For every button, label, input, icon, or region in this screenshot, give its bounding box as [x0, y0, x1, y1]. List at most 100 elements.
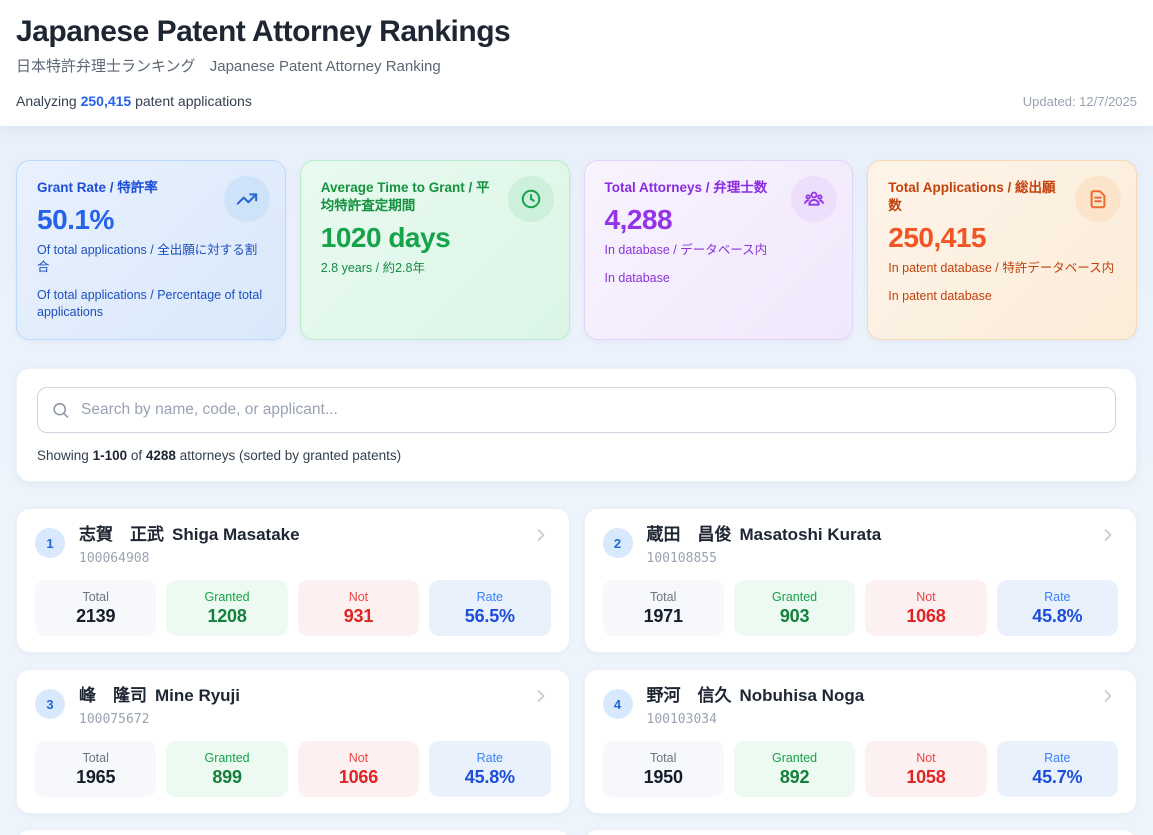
stat-granted-value: 899: [212, 766, 242, 787]
stat-card-value: 250,415: [888, 222, 986, 253]
stat-not-value: 1058: [906, 766, 946, 787]
showing-total: 4288: [145, 448, 176, 463]
stat-rate: Rate 56.5%: [429, 580, 551, 636]
stat-card-footer: In database: [604, 271, 670, 285]
document-icon: [1075, 176, 1121, 222]
analyzing-prefix: Analyzing: [16, 93, 77, 109]
analyzing-suffix: patent applications: [135, 93, 252, 109]
attorney-card-partial: [16, 830, 570, 835]
stat-granted: Granted 1208: [166, 580, 288, 636]
attorney-code: 100103034: [646, 712, 717, 727]
attorney-stats: Total 1965 Granted 899 Not 1066 Rate 45.…: [35, 741, 551, 797]
stat-not-granted: Not 1068: [865, 580, 987, 636]
showing-suffix: attorneys (sorted by granted patents): [179, 448, 402, 463]
stat-card-value: 50.1%: [37, 204, 114, 235]
stat-card-subtext: 2.8 years / 約2.8年: [320, 261, 425, 275]
chevron-right-icon: [1098, 686, 1118, 711]
attorney-card-header: 3 峰 隆司 Mine Ryuji 100075672: [35, 684, 551, 729]
stat-card-grant-rate: Grant Rate / 特許率 50.1% Of total applicat…: [16, 160, 286, 340]
stat-granted: Granted 892: [733, 741, 856, 797]
attorney-card[interactable]: 2 蔵田 昌俊 Masatoshi Kurata 100108855 Total …: [583, 508, 1137, 653]
rank-badge: 1: [35, 528, 65, 558]
stat-card-subtext: In database / データベース内: [604, 243, 768, 257]
next-row-peek: [16, 830, 1137, 835]
stat-rate-value: 45.7%: [1032, 766, 1083, 787]
attorney-stats: Total 1950 Granted 892 Not 1058 Rate 45.…: [602, 741, 1118, 797]
stat-rate-label: Rate: [1044, 589, 1071, 604]
attorney-card-header: 4 野河 信久 Nobuhisa Noga 100103034: [602, 684, 1119, 729]
search-section: Showing 1-100 of 4288 attorneys (sorted …: [16, 368, 1137, 482]
showing-prefix: Showing: [37, 448, 89, 463]
attorney-card[interactable]: 1 志賀 正武 Shiga Masatake 100064908 Total 21…: [16, 508, 570, 653]
attorney-card-header: 1 志賀 正武 Shiga Masatake 100064908: [35, 523, 551, 568]
search-input[interactable]: [37, 387, 1116, 433]
showing-range: 1-100: [92, 448, 128, 463]
stat-card-label: Total Attorneys / 弁理士数: [604, 180, 768, 195]
stat-total-value: 1950: [643, 766, 683, 787]
clock-icon: [507, 176, 554, 222]
stat-granted-label: Granted: [771, 750, 818, 765]
attorney-code: 100064908: [79, 551, 150, 566]
attorney-name-jp: 志賀 正武: [79, 525, 164, 544]
chevron-right-icon: [1098, 525, 1118, 550]
attorney-card-header: 2 蔵田 昌俊 Masatoshi Kurata 100108855: [602, 523, 1119, 568]
stat-total: Total 1965: [35, 741, 157, 797]
subtitle-english: Japanese Patent Attorney Ranking: [209, 58, 441, 75]
stat-card-footer: In patent database: [888, 289, 992, 303]
stat-granted: Granted 899: [166, 741, 288, 797]
stat-not-granted: Not 931: [297, 580, 420, 636]
page-header: Japanese Patent Attorney Rankings 日本特許弁理…: [0, 0, 1153, 126]
analyzing-summary: Analyzing 250,415 patent applications: [16, 91, 252, 111]
attorney-name-jp: 峰 隆司: [79, 686, 147, 705]
stat-granted-label: Granted: [204, 750, 250, 765]
stat-total-label: Total: [82, 750, 109, 765]
attorney-card-partial: [583, 830, 1137, 835]
stat-card-label: Grant Rate / 特許率: [37, 180, 158, 195]
stat-not-granted: Not 1058: [865, 741, 987, 797]
chevron-right-icon: [531, 686, 551, 711]
rank-badge: 4: [602, 689, 633, 719]
stat-card-total-attorneys: Total Attorneys / 弁理士数 4,288 In database…: [583, 160, 854, 340]
page-subtitle: 日本特許弁理士ランキング Japanese Patent Attorney Ra…: [16, 56, 1137, 78]
analyzing-count: 250,415: [80, 93, 132, 109]
rank-badge: 3: [35, 689, 65, 719]
stat-rate-value: 45.8%: [464, 766, 515, 787]
stat-card-value: 1020 days: [320, 222, 451, 253]
stat-total: Total 2139: [35, 580, 157, 636]
stat-total-label: Total: [649, 750, 677, 765]
attorney-card[interactable]: 4 野河 信久 Nobuhisa Noga 100103034 Total 195…: [583, 669, 1137, 814]
stat-total-label: Total: [649, 589, 677, 604]
attorney-stats: Total 1971 Granted 903 Not 1068 Rate 45.…: [602, 580, 1118, 636]
stat-granted: Granted 903: [733, 580, 856, 636]
stat-not-label: Not: [348, 750, 369, 765]
stat-rate: Rate 45.8%: [429, 741, 551, 797]
stat-rate-label: Rate: [476, 589, 504, 604]
stat-card-avg-time: Average Time to Grant / 平均特許査定期間 1020 da…: [299, 160, 570, 340]
stats-row: Grant Rate / 特許率 50.1% Of total applicat…: [16, 160, 1137, 340]
page-title: Japanese Patent Attorney Rankings: [16, 15, 511, 48]
attorney-name-en: Mine Ryuji: [155, 686, 241, 705]
stat-granted-label: Granted: [204, 589, 250, 604]
stat-card-label: Average Time to Grant / 平均特許査定期間: [320, 180, 490, 213]
attorney-card[interactable]: 3 峰 隆司 Mine Ryuji 100075672 Total 1965: [16, 669, 570, 814]
stat-rate: Rate 45.8%: [996, 580, 1118, 636]
stat-card-value: 4,288: [604, 204, 673, 235]
stat-card-subtext: Of total applications / 全出願に対する割合: [37, 243, 258, 274]
stat-total: Total 1950: [602, 741, 724, 797]
attorney-code: 100075672: [79, 712, 150, 727]
stat-not-label: Not: [916, 750, 936, 765]
stat-granted-value: 892: [779, 766, 810, 787]
attorney-stats: Total 2139 Granted 1208 Not 931 Rate 56.…: [35, 580, 551, 636]
search-box: [37, 387, 1116, 433]
attorney-code: 100108855: [646, 551, 717, 566]
attorney-name: 野河 信久 Nobuhisa Noga: [647, 684, 1091, 708]
stat-rate-label: Rate: [476, 750, 504, 765]
subtitle-japanese: 日本特許弁理士ランキング: [16, 58, 196, 75]
results-summary: Showing 1-100 of 4288 attorneys (sorted …: [37, 448, 1116, 463]
stat-total: Total 1971: [602, 580, 724, 636]
attorney-name: 蔵田 昌俊 Masatoshi Kurata: [647, 523, 1091, 547]
updated-date: Updated: 12/7/2025: [1022, 94, 1137, 109]
header-meta-row: Analyzing 250,415 patent applications Up…: [16, 91, 1137, 111]
attorney-name-en: Nobuhisa Noga: [739, 686, 865, 705]
stat-card-subtext: In patent database / 特許データベース内: [888, 261, 1115, 275]
